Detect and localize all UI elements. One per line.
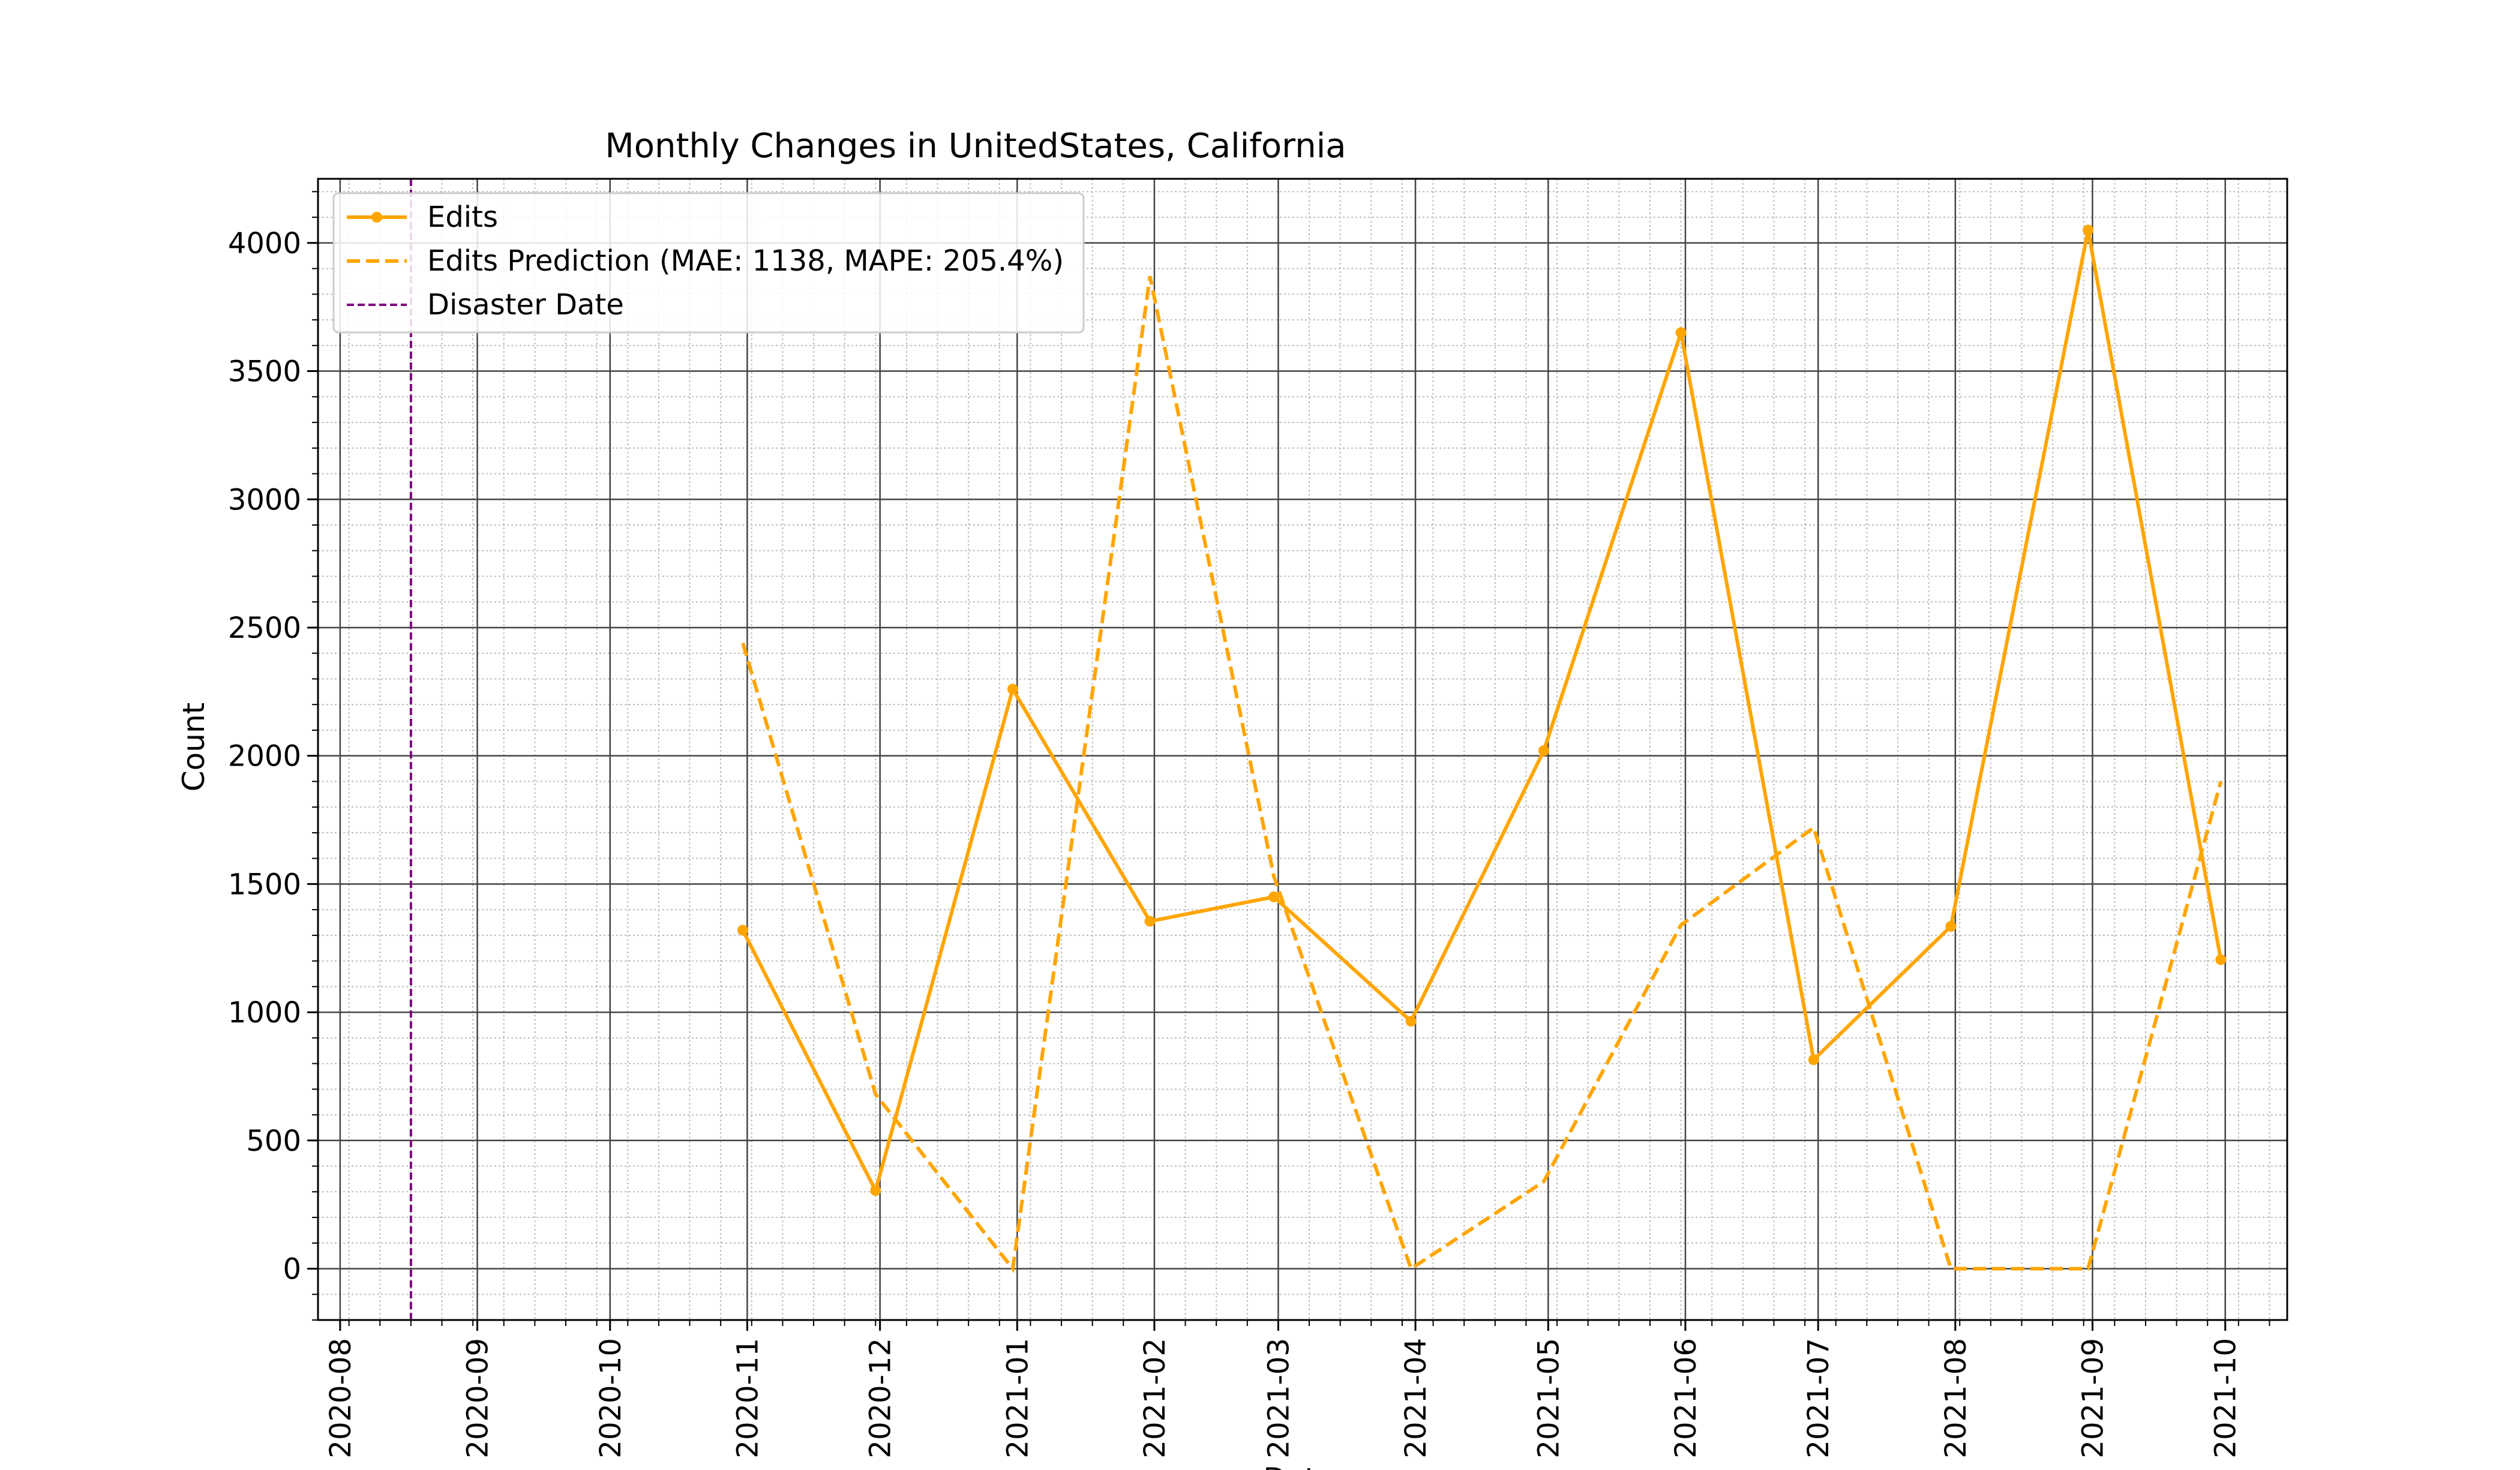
edits-line (741, 229, 2223, 1196)
edits-point (1268, 891, 1280, 902)
legend-disaster-label: Disaster Date (427, 288, 624, 322)
legend-prediction-label: Edits Prediction (MAE: 1138, MAPE: 205.4… (427, 244, 1064, 278)
x-tick-label: 2021-07 (1802, 1338, 1835, 1459)
edits-point (2083, 224, 2094, 236)
edits-point (2215, 954, 2227, 965)
x-tick-label: 2021-08 (1939, 1338, 1973, 1459)
legend: Edits Edits Prediction (MAE: 1138, MAPE:… (332, 192, 1085, 334)
y-tick-label: 1500 (228, 868, 301, 901)
y-axis-label: Count (176, 703, 211, 792)
y-tick-label: 3000 (228, 483, 301, 517)
edits-point (1945, 920, 1957, 932)
x-tick-label: 2021-02 (1138, 1338, 1172, 1459)
x-axis-label: Date (1263, 1462, 1335, 1470)
y-tick-label: 0 (283, 1253, 301, 1286)
legend-edits-label: Edits (427, 200, 498, 234)
x-axis: 2020-08 2020-09 2020-10 2020-11 2020-12 2021-… (324, 1320, 2270, 1459)
edits-point (1808, 1054, 1819, 1066)
major-grid (318, 179, 2287, 1320)
chart-title: Monthly Changes in UnitedStates, Califor… (605, 127, 1346, 166)
edits-point (1405, 1016, 1417, 1027)
legend-box (332, 192, 1085, 334)
edits-point (1538, 745, 1549, 757)
x-tick-label: 2020-08 (324, 1338, 358, 1459)
y-tick-label: 4000 (228, 227, 301, 260)
minor-grid (318, 179, 2287, 1321)
x-tick-label: 2020-09 (461, 1338, 495, 1459)
plot-frame (317, 178, 2288, 1321)
x-tick-label: 2021-05 (1532, 1338, 1565, 1459)
x-tick-label: 2020-10 (594, 1338, 628, 1459)
edits-prediction-line (741, 275, 2223, 1273)
y-axis: 0 500 1000 1500 2000 2500 3000 3500 4000 (228, 191, 318, 1321)
x-tick-label: 2021-01 (1001, 1338, 1034, 1459)
edits-point (1007, 683, 1018, 695)
edits-point (737, 925, 749, 936)
x-tick-label: 2021-03 (1262, 1338, 1295, 1459)
edits-point (1144, 916, 1156, 927)
x-tick-label: 2021-10 (2209, 1338, 2243, 1459)
x-tick-label: 2021-04 (1399, 1338, 1433, 1459)
y-tick-label: 2000 (228, 740, 301, 773)
series-layer (409, 179, 2227, 1320)
edits-point (870, 1185, 881, 1196)
y-tick-label: 2500 (228, 611, 301, 645)
legend-edits-marker (371, 212, 382, 223)
x-tick-label: 2021-06 (1669, 1338, 1703, 1459)
y-tick-label: 3500 (228, 355, 301, 389)
edits-point (1675, 327, 1687, 338)
x-tick-label: 2020-11 (731, 1338, 764, 1459)
y-tick-label: 500 (246, 1124, 301, 1158)
x-tick-label: 2020-12 (864, 1338, 898, 1459)
y-tick-label: 1000 (228, 996, 301, 1030)
x-tick-label: 2021-09 (2076, 1338, 2110, 1459)
